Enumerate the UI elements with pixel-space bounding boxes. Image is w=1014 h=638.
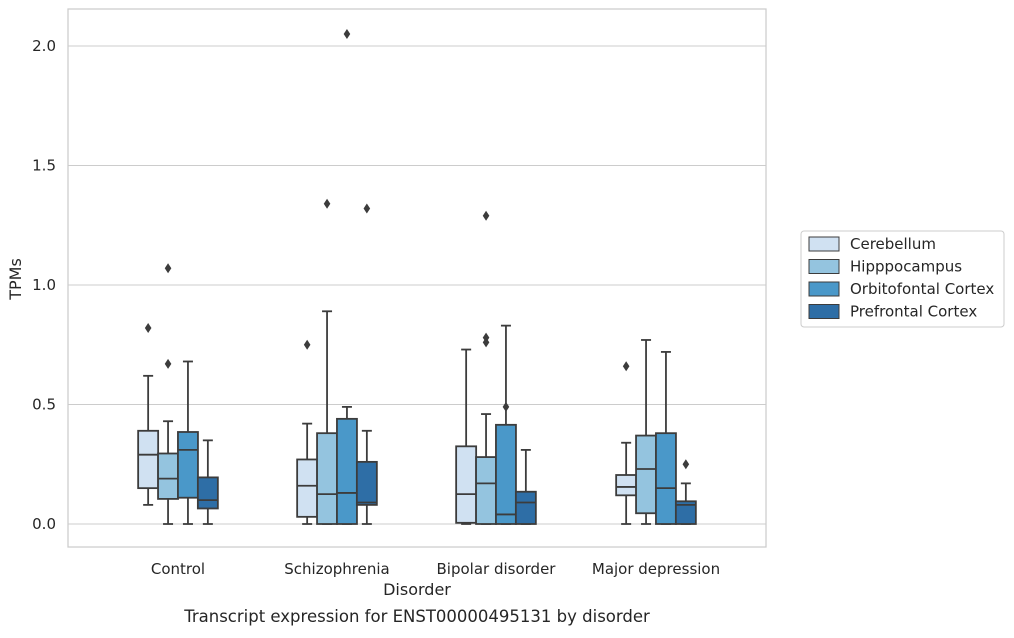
- x-tick-labels: Control Schizophrenia Bipolar disorder Majo…: [151, 560, 720, 578]
- box-iqr: [615, 474, 638, 497]
- box-iqr: [296, 458, 319, 518]
- box-hipppocampus-major-depression: [635, 339, 657, 525]
- outlier-point: [164, 263, 172, 274]
- box-orbitofontal-cortex-schizophrenia: [336, 29, 358, 525]
- outlier-point: [363, 203, 371, 214]
- boxes-layer: [137, 29, 697, 525]
- x-tick-label: Control: [151, 560, 205, 578]
- box-iqr: [635, 434, 657, 515]
- legend: Cerebellum Hipppocampus Orbitofontal Corte…: [800, 230, 1005, 328]
- box-iqr: [355, 460, 378, 506]
- box-orbitofontal-cortex-major-depression: [655, 351, 677, 525]
- box-cerebellum-schizophrenia: [296, 339, 319, 525]
- outlier-point: [343, 29, 351, 40]
- legend-label: Prefrontal Cortex: [850, 303, 977, 321]
- box-iqr: [655, 432, 677, 525]
- x-tick-label: Bipolar disorder: [437, 560, 557, 578]
- box-iqr: [475, 456, 497, 525]
- legend-swatch: [808, 281, 840, 297]
- box-cerebellum-bipolar-disorder: [455, 348, 478, 525]
- legend-label: Hipppocampus: [850, 258, 962, 276]
- box-prefrontal-cortex-schizophrenia: [355, 203, 378, 525]
- y-tick-label: 1.5: [32, 157, 56, 175]
- legend-swatch: [808, 304, 840, 319]
- box-iqr: [336, 417, 358, 525]
- box-prefrontal-cortex-control: [196, 439, 219, 525]
- legend-swatch: [808, 259, 840, 274]
- box-prefrontal-cortex-bipolar-disorder: [514, 449, 537, 525]
- outlier-point: [303, 339, 311, 350]
- outlier-point: [144, 323, 152, 334]
- y-axis-label: TPMs: [6, 258, 25, 301]
- legend-frame: [800, 230, 1005, 328]
- box-iqr: [514, 490, 537, 525]
- legend-label: Cerebellum: [850, 235, 936, 253]
- y-tick-label: 1.0: [32, 276, 56, 294]
- y-tick-label: 2.0: [32, 37, 56, 55]
- box-iqr: [455, 445, 478, 524]
- box-hipppocampus-schizophrenia: [316, 198, 338, 525]
- box-orbitofontal-cortex-control: [177, 360, 199, 525]
- x-tick-label: Schizophrenia: [284, 560, 389, 578]
- outlier-point: [323, 198, 331, 209]
- y-tick-label: 0.5: [32, 396, 56, 414]
- plot-frame: [67, 8, 767, 548]
- box-iqr: [674, 500, 697, 525]
- box-hipppocampus-control: [157, 263, 179, 525]
- y-tick-label: 0.0: [32, 515, 56, 533]
- box-iqr: [495, 423, 517, 525]
- x-axis-label: Disorder: [383, 580, 451, 599]
- box-hipppocampus-bipolar-disorder: [475, 210, 497, 525]
- y-tick-labels: 0.0 0.5 1.0 1.5 2.0: [32, 37, 56, 533]
- box-iqr: [316, 432, 338, 525]
- box-iqr: [137, 429, 160, 490]
- box-iqr: [177, 431, 199, 499]
- x-tick-label: Major depression: [592, 560, 720, 578]
- box-iqr: [196, 476, 219, 510]
- box-orbitofontal-cortex-bipolar-disorder: [495, 324, 517, 525]
- outlier-point: [502, 401, 510, 412]
- outlier-point: [682, 459, 690, 470]
- box-cerebellum-major-depression: [615, 361, 638, 525]
- outlier-point: [482, 210, 490, 221]
- outlier-point: [482, 332, 490, 343]
- legend-label: Orbitofontal Cortex: [850, 280, 994, 298]
- box-iqr: [157, 452, 179, 500]
- box-prefrontal-cortex-major-depression: [674, 459, 697, 525]
- legend-swatch: [808, 236, 840, 252]
- outlier-point: [164, 358, 172, 369]
- outlier-point: [622, 361, 630, 372]
- chart-caption: Transcript expression for ENST0000049513…: [183, 607, 650, 626]
- box-cerebellum-control: [137, 323, 160, 506]
